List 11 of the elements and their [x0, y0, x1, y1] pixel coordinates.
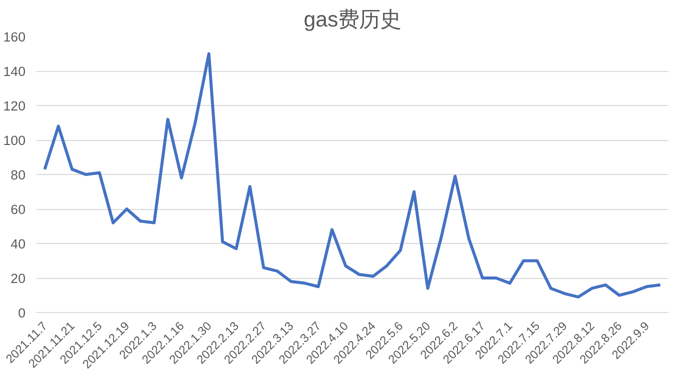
y-tick-label: 120	[3, 98, 26, 114]
line-series	[43, 52, 662, 298]
chart-title: gas费历史	[304, 8, 402, 32]
y-tick-label: 100	[3, 133, 26, 148]
y-tick-label: 40	[10, 236, 26, 252]
y-tick-label: 0	[18, 306, 26, 320]
y-tick-label: 80	[10, 168, 26, 182]
y-tick-label: 20	[10, 271, 26, 286]
y-tick-label: 140	[3, 64, 26, 79]
y-tick-label: 160	[3, 30, 26, 44]
y-tick-label: 60	[10, 202, 26, 217]
